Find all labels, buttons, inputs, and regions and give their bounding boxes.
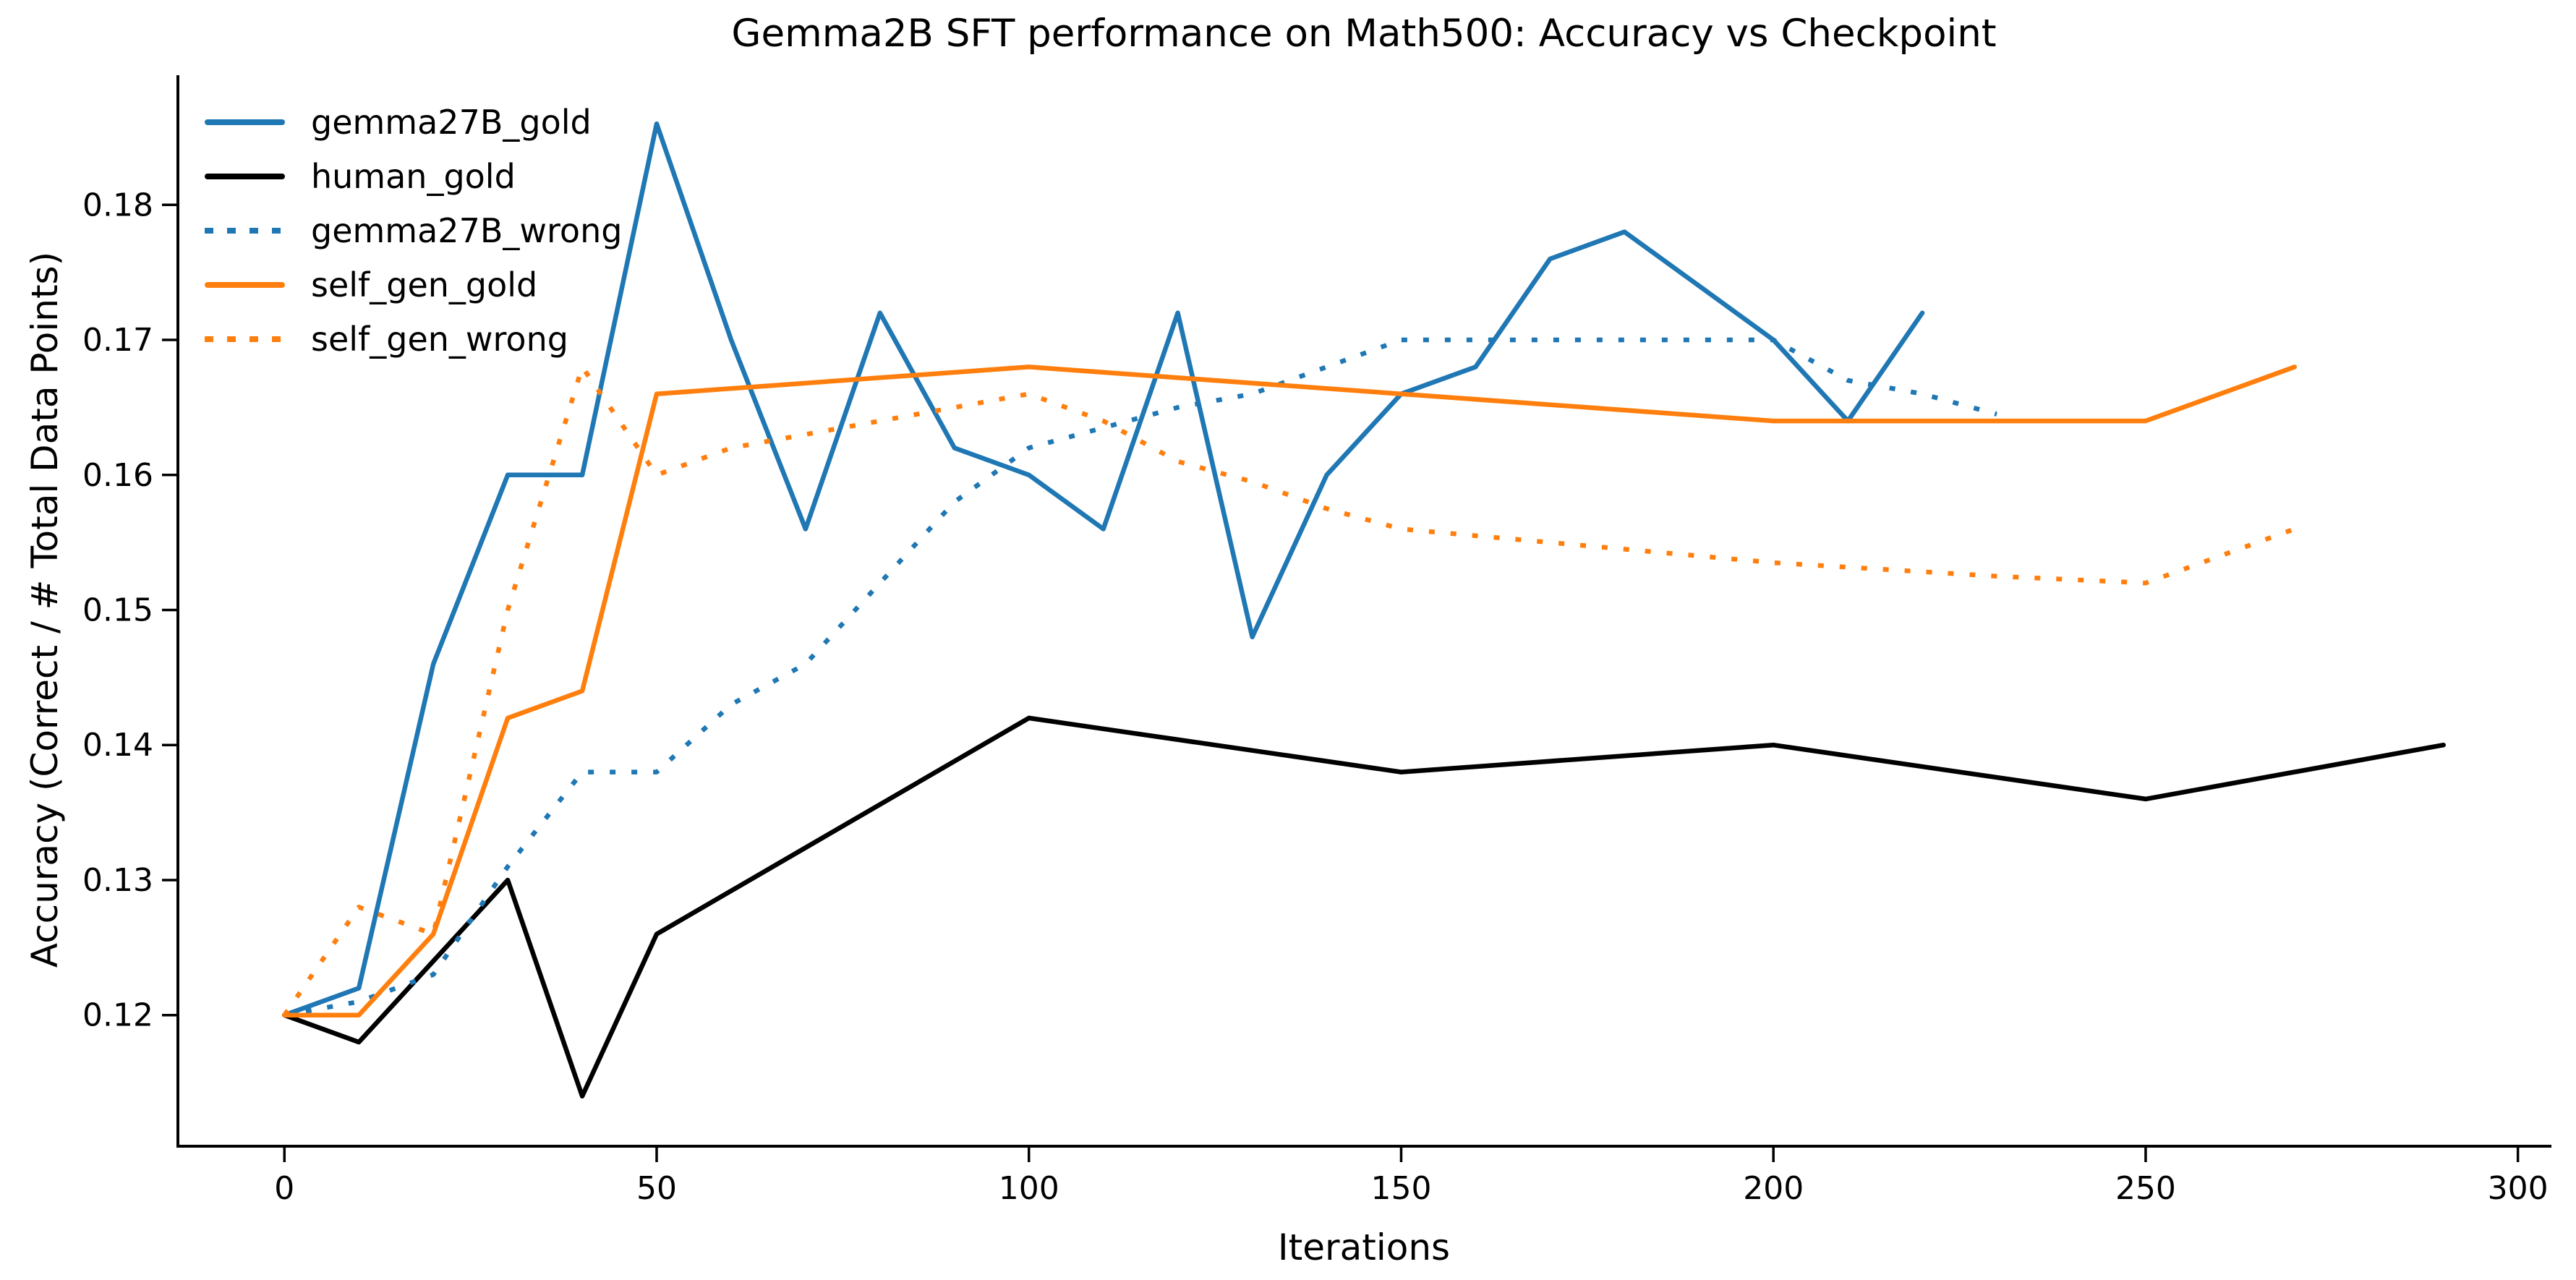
legend-label: gemma27B_gold — [311, 102, 592, 142]
series-human_gold-line — [282, 715, 2446, 1099]
legend-item-gemma27B-wrong: gemma27B_wrong — [205, 203, 622, 257]
legend-dotted-line-sample-icon — [205, 227, 285, 234]
legend-dotted-line-sample-icon — [205, 336, 285, 342]
y-axis-label: Accuracy (Correct / # Total Data Points) — [24, 251, 66, 968]
legend-label: gemma27B_wrong — [311, 210, 623, 250]
y-tick-label: 0.13 — [82, 862, 153, 899]
y-tick-label: 0.12 — [82, 997, 153, 1034]
series-self_gen_gold-line — [282, 364, 2298, 1017]
legend-label: self_gen_wrong — [311, 319, 568, 359]
y-tick-label: 0.18 — [82, 187, 153, 223]
legend-line-sample-icon — [205, 281, 285, 288]
legend-item-gemma27B-gold: gemma27B_gold — [205, 95, 622, 149]
legend-item-human-gold: human_gold — [205, 149, 622, 203]
x-tick-label: 200 — [1743, 1170, 1804, 1207]
legend-item-self-gen-gold: self_gen_gold — [205, 257, 622, 312]
y-tick-label: 0.15 — [82, 592, 153, 629]
legend-label: human_gold — [311, 156, 516, 196]
series-gemma27B_gold-line — [282, 121, 1925, 1017]
x-tick-label: 150 — [1370, 1170, 1431, 1207]
legend-item-self-gen-wrong: self_gen_wrong — [205, 312, 622, 366]
x-axis-label: Iterations — [1277, 1226, 1451, 1268]
legend-line-sample-icon — [205, 119, 285, 125]
chart-title: Gemma2B SFT performance on Math500: Accu… — [731, 12, 1997, 56]
y-tick-label: 0.17 — [82, 322, 153, 359]
legend-line-sample-icon — [205, 173, 285, 179]
y-tick-label: 0.14 — [82, 727, 153, 764]
x-tick-label: 300 — [2488, 1170, 2549, 1207]
x-tick-label: 0 — [274, 1170, 294, 1207]
x-tick-label: 250 — [2115, 1170, 2176, 1207]
series-gemma27B_wrong-line — [283, 337, 1997, 1017]
y-tick-label: 0.16 — [82, 457, 153, 494]
legend: gemma27B_gold human_gold gemma27B_wrong … — [205, 95, 622, 366]
legend-label: self_gen_gold — [311, 265, 538, 304]
x-tick-label: 100 — [999, 1170, 1059, 1207]
x-tick-label: 50 — [636, 1170, 677, 1207]
